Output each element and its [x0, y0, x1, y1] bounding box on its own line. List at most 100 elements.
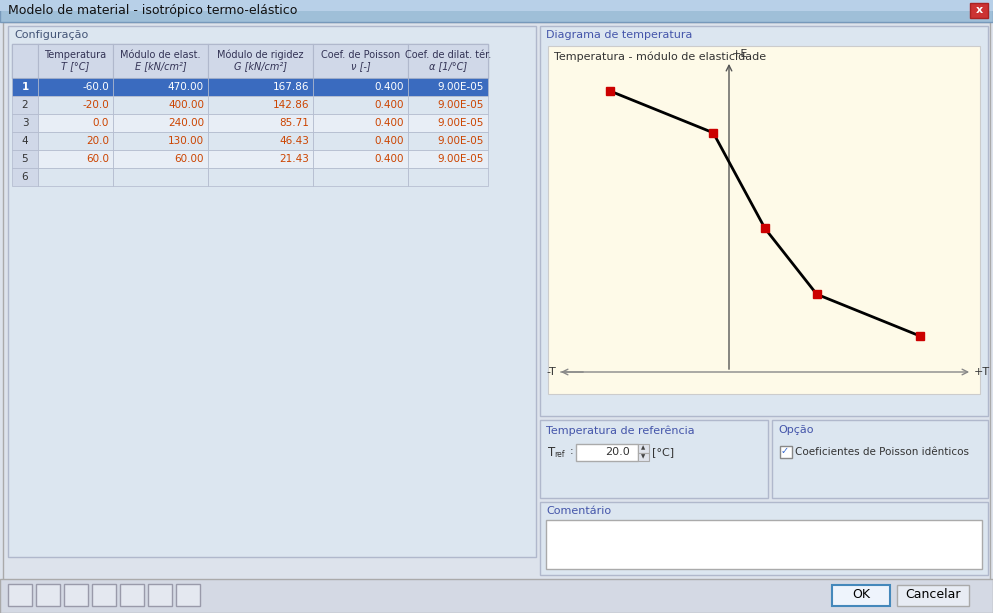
Text: Configuração: Configuração [14, 30, 88, 40]
Text: 46.43: 46.43 [279, 136, 309, 146]
Text: [°C]: [°C] [652, 447, 674, 457]
Text: 130.00: 130.00 [168, 136, 204, 146]
Bar [313, 168, 408, 186]
Bar [540, 420, 768, 498]
Bar [408, 168, 488, 186]
Bar [208, 96, 313, 114]
Text: E [kN/cm²]: E [kN/cm²] [135, 61, 187, 71]
Text: +E: +E [732, 49, 749, 59]
Text: 21.43: 21.43 [279, 154, 309, 164]
Text: 9.00E-05: 9.00E-05 [438, 154, 484, 164]
Text: 60.00: 60.00 [175, 154, 204, 164]
Bar [576, 444, 638, 461]
Text: Coef. de Poisson: Coef. de Poisson [321, 50, 400, 60]
Text: 470.00: 470.00 [168, 82, 204, 92]
Text: 9.00E-05: 9.00E-05 [438, 118, 484, 128]
Text: -T: -T [546, 367, 556, 377]
Bar [313, 132, 408, 150]
Bar [38, 132, 113, 150]
Text: 5: 5 [22, 154, 29, 164]
Bar [780, 446, 792, 458]
Bar [408, 44, 488, 78]
Bar [638, 453, 649, 461]
Text: 0.0: 0.0 [92, 118, 109, 128]
Bar [313, 78, 408, 96]
Bar [313, 114, 408, 132]
Text: 142.86: 142.86 [272, 100, 309, 110]
Bar [208, 150, 313, 168]
Text: 20.0: 20.0 [86, 136, 109, 146]
Bar [208, 168, 313, 186]
Text: 0.400: 0.400 [374, 118, 404, 128]
Text: ref: ref [554, 450, 564, 459]
Text: G [kN/cm²]: G [kN/cm²] [234, 61, 287, 71]
Bar [113, 114, 208, 132]
Text: ✓: ✓ [781, 446, 789, 456]
Bar [208, 44, 313, 78]
Bar [12, 78, 38, 96]
Bar [12, 96, 38, 114]
Bar [313, 44, 408, 78]
Text: 0.400: 0.400 [374, 154, 404, 164]
Bar [120, 584, 144, 606]
Bar [638, 444, 649, 453]
Bar [208, 132, 313, 150]
Bar [38, 44, 113, 78]
Bar [12, 44, 488, 78]
Bar [38, 96, 113, 114]
Bar [12, 114, 38, 132]
Text: 167.86: 167.86 [272, 82, 309, 92]
Bar [408, 78, 488, 96]
Text: 3: 3 [22, 118, 29, 128]
Text: -20.0: -20.0 [82, 100, 109, 110]
Bar [709, 129, 717, 137]
Text: -60.0: -60.0 [82, 82, 109, 92]
Bar [36, 584, 60, 606]
Text: Temperatura de referência: Temperatura de referência [546, 425, 695, 435]
Bar [113, 132, 208, 150]
Text: 60.0: 60.0 [86, 154, 109, 164]
Text: Temperatura: Temperatura [45, 50, 106, 60]
Bar [8, 26, 536, 557]
Bar [113, 96, 208, 114]
Text: ▼: ▼ [640, 454, 645, 460]
Text: Modelo de material - isotrópico termo-elástico: Modelo de material - isotrópico termo-el… [8, 4, 297, 17]
Text: 0.400: 0.400 [374, 82, 404, 92]
Text: ▲: ▲ [640, 446, 645, 451]
Text: T: T [548, 446, 555, 459]
Bar [113, 168, 208, 186]
Text: 0.400: 0.400 [374, 100, 404, 110]
Text: Cancelar: Cancelar [906, 588, 961, 601]
Bar [761, 224, 769, 232]
Bar [408, 150, 488, 168]
Text: 4: 4 [22, 136, 29, 146]
Bar [832, 585, 890, 606]
Bar [313, 96, 408, 114]
Bar [38, 150, 113, 168]
Text: 85.71: 85.71 [279, 118, 309, 128]
Bar [64, 584, 88, 606]
Bar [540, 26, 988, 416]
Bar [546, 520, 982, 569]
Text: α [1/°C]: α [1/°C] [429, 61, 467, 71]
Bar [606, 87, 614, 95]
Bar [38, 114, 113, 132]
Text: 240.00: 240.00 [168, 118, 204, 128]
Text: ν [-]: ν [-] [351, 61, 370, 71]
Bar [0, 579, 993, 613]
Bar [408, 96, 488, 114]
Text: T [°C]: T [°C] [62, 61, 89, 71]
Bar [970, 3, 988, 18]
Text: OK: OK [852, 588, 870, 601]
Bar [8, 584, 32, 606]
Bar [12, 150, 38, 168]
Bar [812, 290, 821, 299]
Text: 9.00E-05: 9.00E-05 [438, 136, 484, 146]
Text: 9.00E-05: 9.00E-05 [438, 100, 484, 110]
Text: 9.00E-05: 9.00E-05 [438, 82, 484, 92]
Text: 400.00: 400.00 [168, 100, 204, 110]
Bar [92, 584, 116, 606]
Bar [113, 150, 208, 168]
Bar [0, 0, 993, 22]
Bar [208, 78, 313, 96]
